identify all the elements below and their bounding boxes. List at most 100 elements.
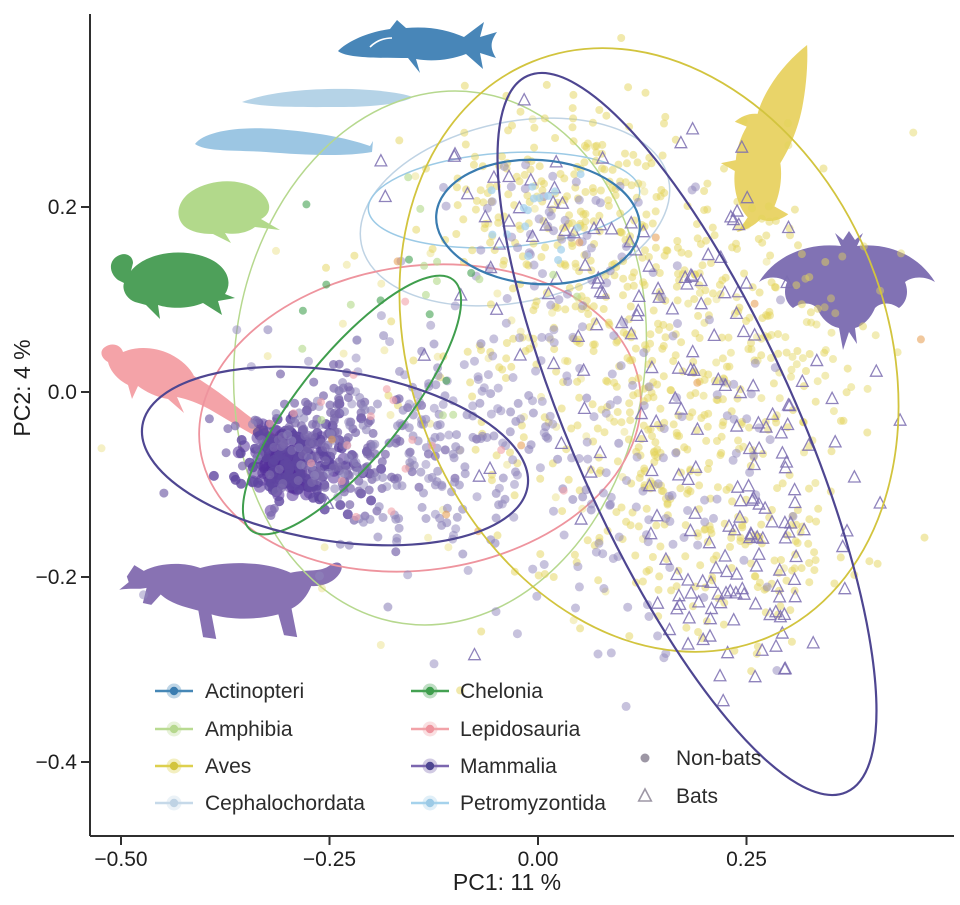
scatter-point xyxy=(588,118,597,127)
scatter-point-bat xyxy=(631,303,646,317)
scatter-point xyxy=(734,436,743,445)
scatter-point-bat xyxy=(733,384,748,399)
scatter-point-bat xyxy=(649,413,664,428)
scatter-point xyxy=(606,648,616,658)
scatter-point xyxy=(668,539,678,549)
scatter-point-bat xyxy=(806,635,821,649)
scatter-point xyxy=(551,493,560,502)
scatter-point xyxy=(589,188,598,196)
scatter-point xyxy=(452,430,461,440)
scatter-point xyxy=(351,387,361,397)
scatter-point xyxy=(221,448,231,458)
scatter-point xyxy=(801,274,810,283)
scatter-point xyxy=(401,297,410,306)
scatter-point xyxy=(537,396,547,406)
frog-silhouette xyxy=(178,181,280,243)
scatter-point xyxy=(820,348,829,357)
scatter-point xyxy=(139,590,148,600)
scatter-point-bat xyxy=(835,538,850,553)
scatter-point xyxy=(628,273,637,282)
scatter-point-bat xyxy=(417,347,432,361)
scatter-point-bat xyxy=(571,328,586,343)
scatter-point xyxy=(827,294,835,303)
scatter-point xyxy=(620,427,629,436)
scatter-point xyxy=(753,333,761,341)
scatter-point-bat xyxy=(596,285,611,299)
scatter-point-bat xyxy=(746,490,761,504)
scatter-point xyxy=(437,520,447,530)
scatter-point xyxy=(493,531,502,540)
scatter-point xyxy=(548,419,558,429)
scatter-point xyxy=(613,408,622,416)
scatter-point-bat xyxy=(722,518,736,532)
scatter-point xyxy=(471,205,480,214)
cluster-amphibia-circle-21 xyxy=(298,173,581,424)
scatter-point xyxy=(536,474,545,483)
scatter-point xyxy=(363,449,372,459)
scatter-point-bat xyxy=(681,636,696,650)
scatter-point xyxy=(793,347,802,355)
scatter-point xyxy=(439,182,448,192)
scatter-point xyxy=(655,325,663,334)
scatter-point xyxy=(584,310,593,318)
scatter-point-bat xyxy=(614,314,629,329)
scatter-point xyxy=(729,379,739,389)
scatter-point-bat xyxy=(770,578,785,592)
scatter-point xyxy=(528,115,537,124)
scatter-point xyxy=(660,188,669,197)
scatter-point xyxy=(568,242,577,250)
scatter-point-bat xyxy=(741,478,756,492)
scatter-point xyxy=(551,187,559,196)
scatter-point xyxy=(523,191,532,200)
scatter-point xyxy=(718,354,727,363)
scatter-point xyxy=(294,443,304,453)
scatter-point xyxy=(790,205,799,214)
scatter-point xyxy=(746,389,756,399)
scatter-point xyxy=(684,299,693,308)
scatter-point xyxy=(847,383,856,392)
scatter-point xyxy=(792,281,801,290)
scatter-point xyxy=(581,209,590,218)
scatter-point-bat xyxy=(748,596,763,610)
scatter-point xyxy=(433,466,443,476)
scatter-point xyxy=(433,352,442,361)
scatter-point xyxy=(713,483,722,492)
scatter-point xyxy=(550,345,559,354)
scatter-point xyxy=(438,411,447,420)
scatter-point xyxy=(453,201,462,210)
scatter-point-bat xyxy=(713,249,728,264)
scatter-point-bat xyxy=(644,462,659,477)
cluster-mammalia-circle-10 xyxy=(159,359,482,557)
scatter-point xyxy=(553,303,562,312)
scatter-point xyxy=(731,448,741,458)
scatter-point xyxy=(563,357,572,366)
scatter-point-bat xyxy=(765,514,779,528)
scatter-point xyxy=(625,122,634,131)
scatter-point xyxy=(725,483,734,492)
scatter-point xyxy=(536,550,545,559)
scatter-point xyxy=(322,280,331,289)
scatter-point xyxy=(709,289,717,298)
scatter-point xyxy=(761,608,770,617)
scatter-point xyxy=(775,394,784,403)
scatter-point xyxy=(628,380,638,390)
scatter-point xyxy=(661,514,671,523)
scatter-point xyxy=(581,188,590,196)
scatter-point xyxy=(560,215,570,225)
scatter-point xyxy=(605,400,615,410)
scatter-point xyxy=(468,401,478,411)
scatter-point-bat xyxy=(557,222,572,237)
scatter-point xyxy=(676,484,685,493)
scatter-point xyxy=(643,537,653,547)
scatter-point xyxy=(272,246,280,255)
scatter-point xyxy=(335,500,346,510)
scatter-point xyxy=(681,552,690,561)
cluster-aves-circle-0 xyxy=(350,34,705,356)
scatter-point xyxy=(786,606,795,615)
scatter-point xyxy=(404,448,414,458)
scatter-point xyxy=(488,351,498,361)
scatter-point xyxy=(493,383,503,393)
scatter-point-bat xyxy=(460,186,475,200)
scatter-point xyxy=(247,476,258,487)
scatter-point xyxy=(720,164,728,173)
